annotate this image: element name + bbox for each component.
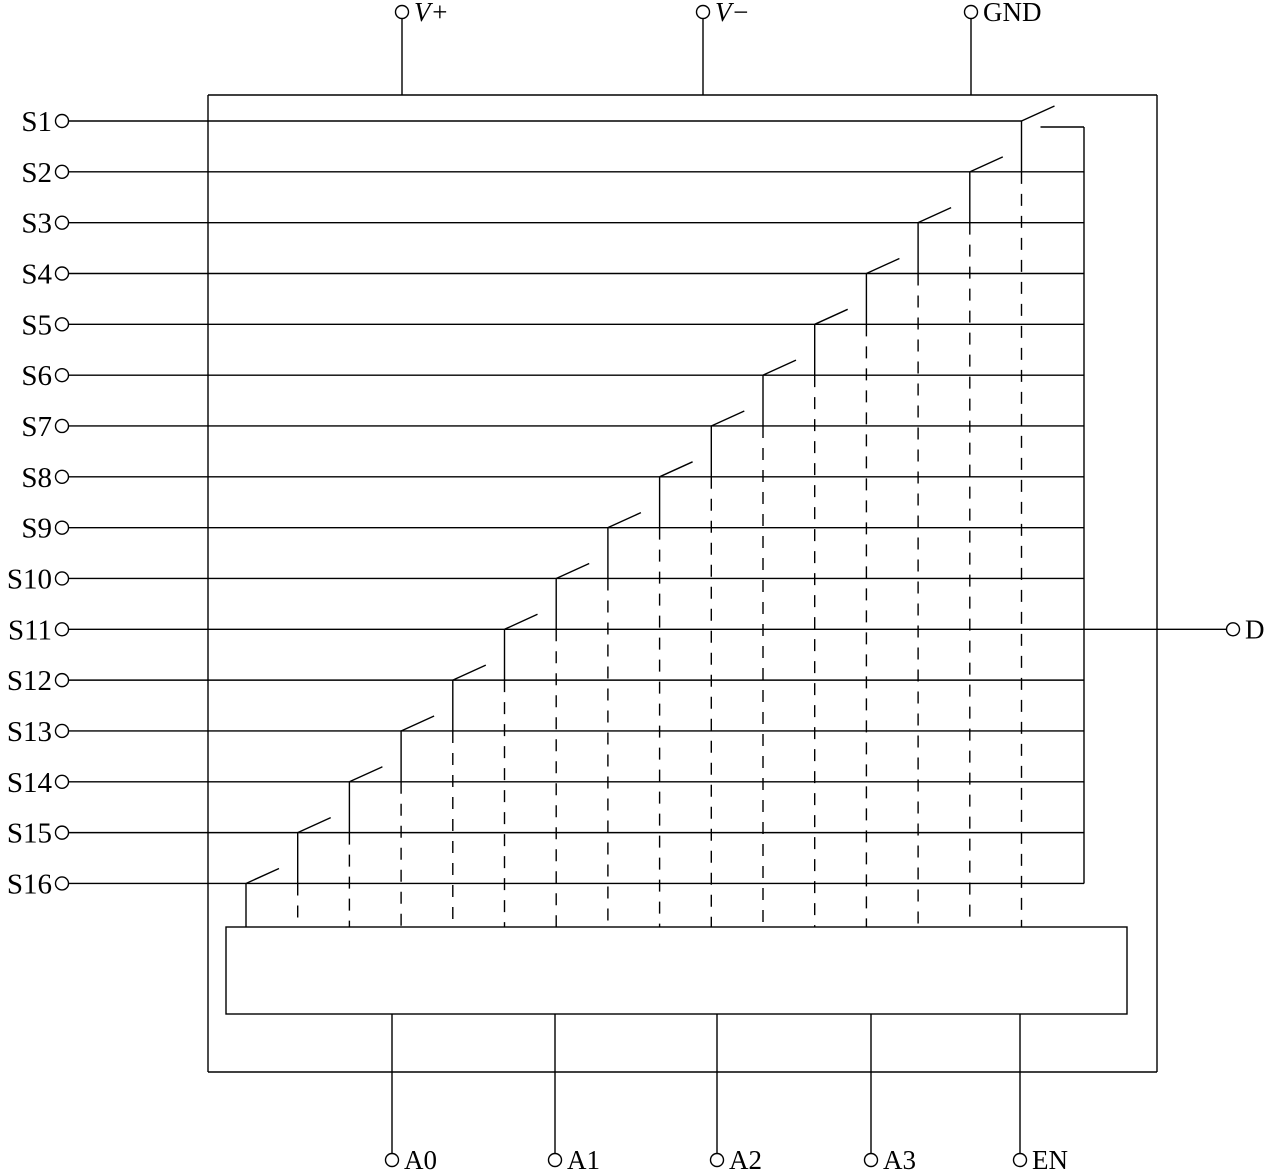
svg-text:S5: S5 — [21, 309, 52, 341]
svg-text:S9: S9 — [21, 513, 52, 545]
svg-text:S10: S10 — [7, 563, 52, 595]
svg-text:A2: A2 — [729, 1145, 762, 1173]
svg-text:S12: S12 — [7, 665, 52, 697]
svg-text:A1: A1 — [567, 1145, 600, 1173]
svg-text:D: D — [1245, 614, 1265, 644]
svg-text:S13: S13 — [7, 716, 52, 748]
svg-text:GND: GND — [983, 0, 1042, 27]
svg-text:S16: S16 — [7, 868, 52, 900]
svg-text:S2: S2 — [21, 157, 52, 189]
svg-text:S11: S11 — [8, 614, 52, 646]
svg-text:S6: S6 — [21, 360, 52, 392]
svg-text:A3: A3 — [883, 1145, 916, 1173]
svg-text:A0: A0 — [404, 1145, 437, 1173]
svg-text:S3: S3 — [21, 208, 52, 240]
svg-text:V+: V+ — [414, 0, 449, 27]
svg-text:S4: S4 — [21, 258, 52, 290]
svg-text:S8: S8 — [21, 462, 52, 494]
svg-text:S1: S1 — [21, 106, 52, 138]
svg-text:S14: S14 — [7, 767, 53, 799]
svg-text:S7: S7 — [21, 411, 52, 443]
svg-text:V−: V− — [715, 0, 750, 27]
svg-text:EN: EN — [1032, 1145, 1068, 1173]
svg-text:S15: S15 — [7, 818, 52, 850]
